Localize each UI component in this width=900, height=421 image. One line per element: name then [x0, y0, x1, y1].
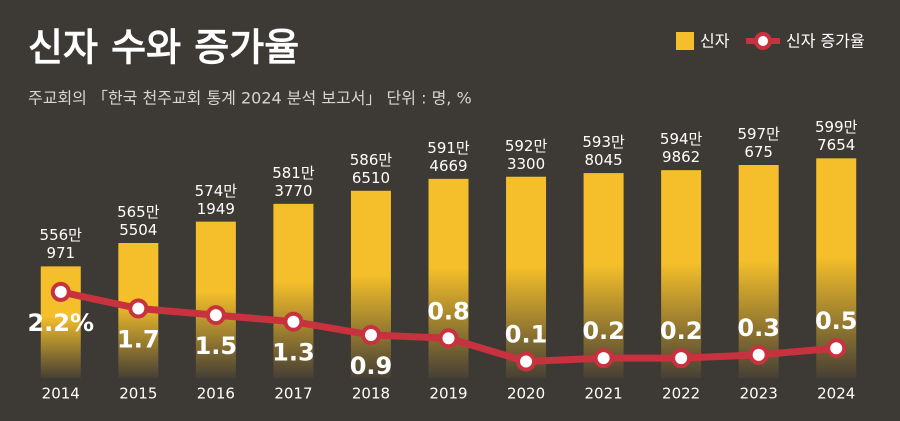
x-tick-label: 2022 — [662, 385, 700, 403]
bar-value-label: 597만 675 — [737, 125, 780, 161]
bar-value-label: 556만 971 — [39, 226, 82, 263]
x-tick-label: 2020 — [507, 385, 545, 403]
bar — [583, 173, 624, 378]
line-marker — [516, 351, 537, 372]
bar-value-label: 586만 6510 — [349, 150, 393, 187]
bar — [195, 221, 236, 378]
bar-value-label: 592만 3300 — [504, 136, 548, 173]
line-value-label: 0.8 — [427, 297, 470, 325]
x-tick-label: 2019 — [429, 385, 467, 403]
bar — [273, 203, 314, 378]
bar — [506, 176, 547, 378]
line-marker — [748, 344, 769, 365]
line-value-label: 0.5 — [815, 307, 858, 335]
line-value-label: 1.5 — [195, 332, 238, 360]
bar — [350, 190, 391, 378]
bar-value-label: 565만 5504 — [117, 203, 160, 239]
line-value-label: 0.2 — [660, 317, 703, 345]
x-tick-label: 2015 — [119, 385, 157, 403]
line-marker — [438, 328, 459, 349]
x-tick-label: 2023 — [740, 385, 778, 403]
chart-title: 신자 수와 증가율 — [28, 26, 299, 70]
bar-value-label: 593만 8045 — [582, 133, 625, 170]
line-value-label: 0.9 — [350, 352, 393, 380]
line-value-label: 1.3 — [272, 339, 315, 367]
x-tick-label: 2024 — [817, 385, 855, 403]
bar-value-label: 594만 9862 — [659, 130, 703, 167]
x-tick-label: 2018 — [352, 385, 390, 403]
bar-value-label: 581만 3770 — [272, 163, 315, 200]
line-marker — [593, 348, 614, 369]
line-value-label: 0.3 — [737, 314, 780, 342]
x-tick-label: 2021 — [584, 385, 622, 403]
legend-label: 신자 — [700, 32, 730, 51]
line-value-label: 1.7 — [117, 325, 160, 353]
line-marker — [671, 348, 692, 369]
line-marker — [283, 311, 304, 332]
legend-swatch — [676, 32, 694, 50]
bar-value-label: 574만 1949 — [194, 181, 238, 218]
bar-value-label: 591만 4669 — [427, 138, 470, 175]
line-marker — [50, 281, 71, 302]
bar — [738, 165, 779, 378]
line-marker — [128, 298, 149, 319]
legend-marker — [754, 32, 772, 50]
line-value-label: 0.2 — [582, 317, 625, 345]
x-tick-label: 2014 — [42, 385, 80, 403]
line-marker — [360, 324, 381, 345]
legend-label: 신자 증가율 — [786, 32, 865, 51]
line-value-label: 0.1 — [505, 320, 548, 348]
chart-subtitle: 주교회의 「한국 천주교회 통계 2024 분석 보고서」 단위 : 명, % — [28, 89, 472, 108]
line-marker — [826, 338, 847, 359]
x-tick-label: 2017 — [274, 385, 312, 403]
bar — [661, 170, 702, 378]
bar-value-label: 599만 7654 — [815, 118, 858, 155]
x-tick-label: 2016 — [197, 385, 235, 403]
line-value-label: 2.2% — [27, 309, 94, 337]
line-marker — [205, 305, 226, 326]
